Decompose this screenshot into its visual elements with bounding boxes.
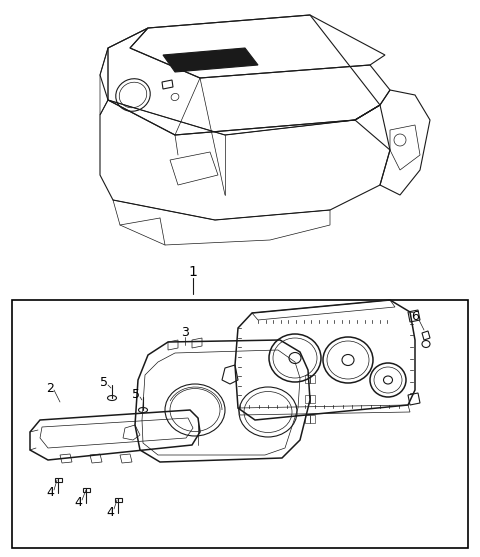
Text: 2: 2	[46, 382, 54, 394]
Text: 5: 5	[132, 388, 140, 400]
Text: 5: 5	[100, 375, 108, 388]
Text: 6: 6	[411, 310, 419, 323]
Text: 4: 4	[46, 486, 54, 500]
Text: 1: 1	[189, 265, 197, 279]
Text: 3: 3	[181, 325, 189, 339]
Bar	[12, 300, 468, 548]
Text: 4: 4	[106, 506, 114, 519]
Text: 4: 4	[74, 496, 82, 510]
Polygon shape	[163, 48, 258, 72]
